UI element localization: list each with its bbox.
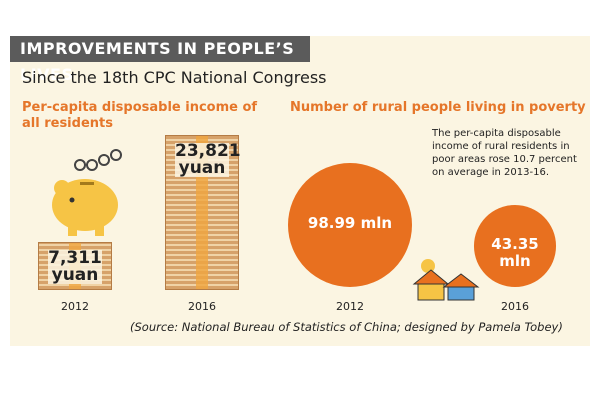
piggy-bank: [52, 149, 122, 236]
x-tick-label: 2012: [336, 300, 364, 313]
chart-title: Per-capita disposable income of all resi…: [22, 100, 258, 131]
chart-title: Number of rural people living in poverty: [290, 100, 586, 115]
value-label: 23,821 yuan: [175, 141, 241, 178]
houses: [412, 259, 480, 301]
x-tick-label: 2016: [501, 300, 529, 313]
annotation: The per-capita disposable income of rura…: [432, 128, 577, 178]
bubble: [473, 204, 557, 288]
banner-title: IMPROVEMENTS IN PEOPLE’S LIVES: [10, 36, 310, 84]
bubble: [288, 163, 412, 287]
source: (Source: National Bureau of Statistics o…: [130, 320, 563, 334]
value-label: 43.35 mln: [491, 235, 539, 270]
x-tick-label: 2012: [61, 300, 89, 313]
subtitle: Since the 18th CPC National Congress: [22, 68, 327, 87]
x-tick-label: 2016: [188, 300, 216, 313]
value-label: 98.99 mln: [307, 214, 393, 232]
value-label: 7,311 yuan: [48, 248, 102, 286]
